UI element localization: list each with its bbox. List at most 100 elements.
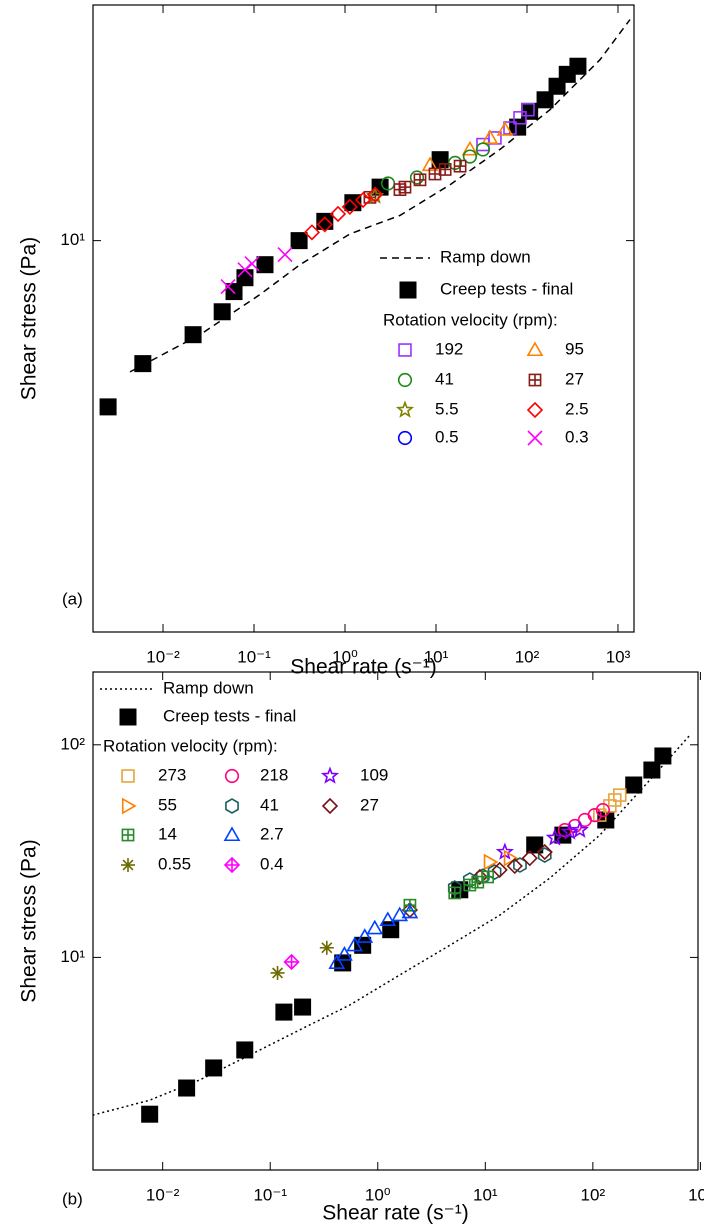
data-point bbox=[134, 355, 152, 373]
legend-label: 27 bbox=[360, 795, 379, 814]
x-tick-label: 10¹ bbox=[424, 647, 449, 666]
legend-label: Ramp down bbox=[440, 247, 531, 266]
data-point bbox=[379, 911, 397, 927]
data-point bbox=[277, 247, 293, 263]
marker-shape bbox=[397, 372, 413, 388]
marker-shape bbox=[256, 256, 274, 274]
marker-shape bbox=[481, 129, 499, 144]
legend-marker bbox=[528, 373, 542, 387]
data-point bbox=[462, 149, 478, 164]
x-tick-label: 10⁻¹ bbox=[253, 1185, 287, 1204]
marker-shape bbox=[625, 776, 643, 794]
legend-marker bbox=[321, 797, 339, 815]
marker-shape bbox=[526, 341, 544, 357]
marker-shape bbox=[244, 256, 260, 272]
data-point bbox=[413, 173, 427, 187]
marker-shape bbox=[536, 91, 554, 109]
marker-shape bbox=[513, 111, 527, 125]
marker-shape bbox=[398, 343, 412, 357]
marker-shape bbox=[121, 797, 137, 815]
legend-label: 0.5 bbox=[435, 427, 459, 446]
data-point bbox=[99, 398, 117, 416]
data-point bbox=[236, 269, 254, 287]
data-point bbox=[283, 953, 300, 971]
marker-shape bbox=[366, 919, 384, 935]
legend-label: Ramp down bbox=[163, 678, 254, 697]
y-tick-label: 10¹ bbox=[60, 230, 85, 249]
data-point bbox=[613, 788, 627, 802]
legend-marker bbox=[223, 856, 241, 874]
data-point bbox=[570, 820, 589, 838]
y-axis-label: Shear stress (Pa) bbox=[18, 839, 41, 1002]
legend-marker bbox=[398, 343, 412, 357]
marker-shape bbox=[213, 303, 231, 321]
marker-shape bbox=[491, 861, 508, 879]
data-point bbox=[483, 853, 499, 871]
y-axis-label: Shear stress (Pa) bbox=[18, 237, 41, 400]
legend-marker bbox=[399, 281, 417, 299]
marker-shape bbox=[316, 216, 333, 233]
marker-shape bbox=[316, 212, 334, 230]
x-tick-label: 10⁻¹ bbox=[237, 647, 271, 666]
data-point bbox=[205, 1059, 223, 1077]
data-point bbox=[438, 163, 452, 176]
data-point bbox=[475, 142, 491, 157]
data-point bbox=[503, 849, 519, 867]
marker-shape bbox=[341, 198, 358, 215]
marker-shape bbox=[328, 954, 346, 969]
data-point bbox=[569, 57, 587, 75]
marker-shape bbox=[184, 326, 202, 344]
marker-shape bbox=[320, 766, 340, 784]
marker-shape bbox=[527, 430, 543, 446]
ramp-line bbox=[129, 19, 631, 373]
data-point bbox=[316, 212, 334, 230]
marker-shape bbox=[569, 57, 587, 75]
marker-shape bbox=[236, 1041, 254, 1059]
legend-label: Creep tests - final bbox=[440, 279, 573, 298]
marker-shape bbox=[134, 355, 152, 373]
marker-shape bbox=[475, 142, 491, 157]
x-tick-label: 10³ bbox=[606, 647, 631, 666]
marker-shape bbox=[119, 708, 137, 726]
marker-shape bbox=[366, 186, 384, 203]
marker-shape bbox=[178, 1079, 196, 1097]
marker-shape bbox=[225, 798, 239, 814]
data-point bbox=[382, 921, 400, 939]
legend-label: 41 bbox=[260, 795, 279, 814]
marker-shape bbox=[272, 967, 284, 979]
marker-shape bbox=[506, 857, 523, 875]
data-point bbox=[496, 121, 514, 136]
marker-shape bbox=[608, 793, 622, 807]
legend-title: Rotation velocity (rpm): bbox=[103, 736, 278, 755]
data-point bbox=[401, 903, 419, 919]
legend-marker bbox=[526, 401, 544, 419]
data-point bbox=[341, 198, 358, 215]
legend-marker bbox=[223, 826, 241, 842]
data-point bbox=[481, 129, 499, 144]
x-tick-label: 10² bbox=[581, 1185, 606, 1204]
marker-shape bbox=[321, 942, 333, 954]
marker-shape bbox=[379, 911, 397, 927]
marker-shape bbox=[483, 853, 499, 871]
legend-label: 2.5 bbox=[565, 399, 589, 418]
marker-shape bbox=[303, 224, 321, 241]
legend-label: 55 bbox=[158, 795, 177, 814]
marker-shape bbox=[223, 826, 241, 842]
data-point bbox=[184, 326, 202, 344]
marker-shape bbox=[526, 836, 544, 854]
marker-shape bbox=[654, 747, 672, 765]
data-point bbox=[354, 191, 372, 209]
marker-shape bbox=[487, 864, 502, 880]
data-point bbox=[366, 919, 384, 935]
legend-label: 27 bbox=[565, 369, 584, 388]
data-point bbox=[461, 140, 479, 156]
data-point bbox=[294, 998, 312, 1016]
x-tick-label: 10² bbox=[515, 647, 540, 666]
data-point bbox=[536, 91, 554, 109]
data-point bbox=[595, 803, 610, 818]
data-point bbox=[526, 836, 544, 854]
data-point bbox=[453, 159, 467, 173]
data-point bbox=[491, 861, 508, 879]
marker-shape bbox=[382, 921, 400, 939]
data-point bbox=[506, 857, 523, 875]
